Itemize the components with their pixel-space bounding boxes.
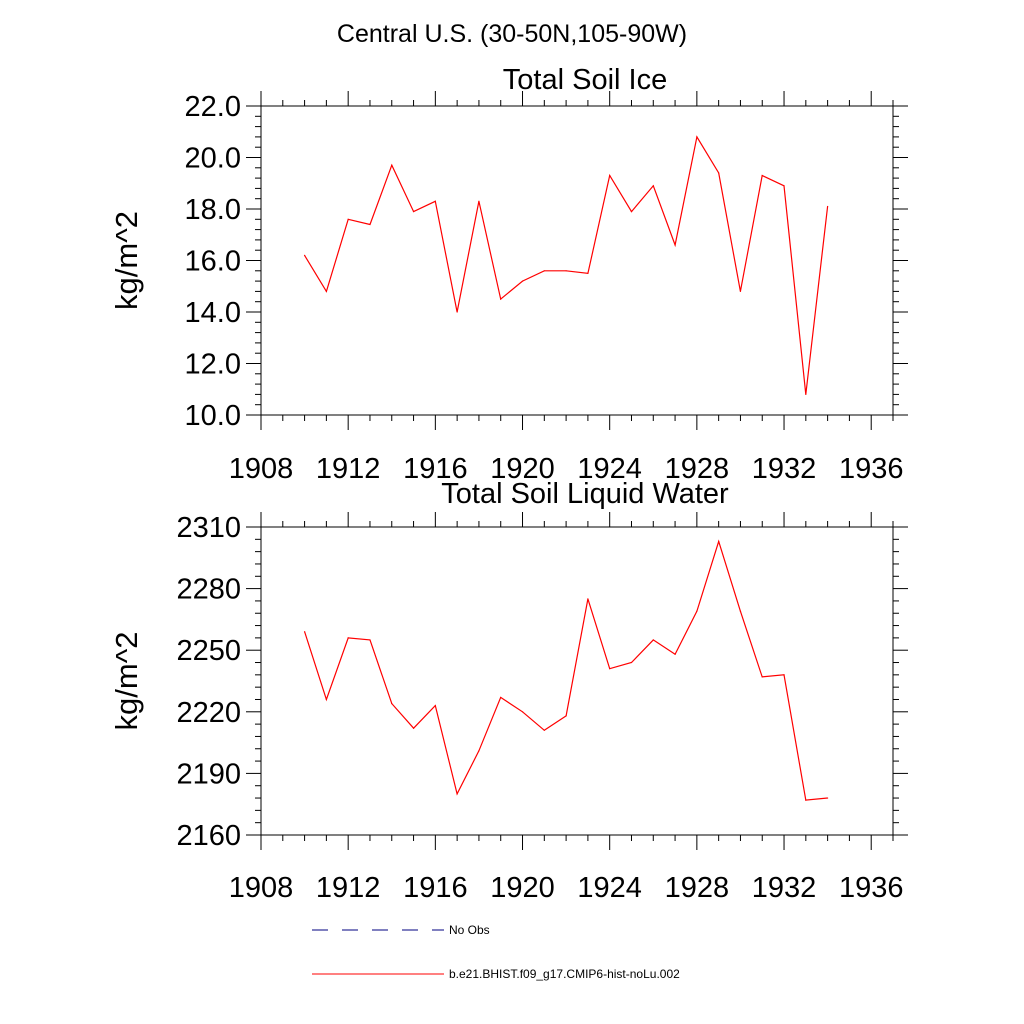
data-point: [609, 174, 611, 177]
x-tick-label: 1912: [316, 872, 381, 904]
data-point: [347, 218, 349, 220]
data-point: [609, 668, 611, 670]
x-tick-label: 1920: [490, 453, 555, 485]
data-point: [412, 727, 415, 729]
data-point: [521, 280, 524, 282]
data-point: [521, 711, 524, 713]
y-tick-label: 14.0: [185, 297, 241, 329]
series-line: [304, 539, 828, 801]
x-tick-label: 1932: [752, 872, 817, 904]
data-point: [456, 311, 458, 313]
data-point: [739, 610, 742, 612]
data-point: [369, 639, 371, 641]
x-tick-label: 1928: [665, 453, 730, 485]
data-point: [761, 676, 763, 678]
data-point: [500, 298, 502, 300]
data-point: [543, 729, 545, 731]
y-tick-label: 20.0: [185, 143, 241, 175]
data-point: [325, 698, 327, 701]
soil-liquid-water-panel: Total Soil Liquid Water 1908 1912 1916 1920 1…: [109, 478, 908, 904]
data-point: [630, 661, 633, 664]
x-tick-label: 1908: [229, 453, 294, 485]
y-tick-label: 16.0: [185, 246, 241, 278]
x-tick-label: 1912: [316, 453, 381, 485]
data-point: [674, 244, 676, 246]
data-point: [303, 254, 306, 256]
data-point: [783, 185, 785, 187]
data-point: [478, 200, 480, 202]
data-point: [587, 272, 589, 274]
x-tick-label: 1936: [839, 872, 904, 904]
data-point: [696, 136, 698, 138]
data-point: [783, 674, 785, 676]
data-point: [478, 750, 480, 752]
y-tick-label: 2160: [176, 820, 241, 852]
x-tick-label: 1908: [229, 872, 294, 904]
y-tick-label: 2220: [176, 697, 241, 729]
x-tick-label: 1916: [403, 872, 468, 904]
data-point: [827, 205, 829, 208]
data-point: [718, 172, 720, 174]
data-point: [630, 210, 633, 213]
data-point: [565, 715, 567, 717]
data-point: [347, 637, 349, 639]
plot-frame: [260, 105, 894, 416]
data-point: [543, 270, 545, 272]
y-tick-label: 2310: [176, 512, 241, 544]
data-point: [456, 793, 458, 795]
data-point: [434, 200, 436, 202]
panel-title: Total Soil Liquid Water: [441, 478, 729, 510]
data-point: [303, 631, 306, 633]
y-axis-label: kg/m^2: [109, 211, 144, 310]
series-line: [304, 135, 829, 395]
data-point: [652, 185, 654, 187]
y-axis-label: kg/m^2: [109, 632, 144, 731]
data-point: [391, 164, 393, 166]
x-tick-label: 1932: [752, 453, 817, 485]
data-point: [674, 653, 676, 655]
legend-no-obs-label: No Obs: [449, 923, 490, 937]
data-point: [805, 393, 807, 395]
data-point: [805, 799, 807, 801]
y-tick-label: 10.0: [185, 400, 241, 432]
y-tick-label: 22.0: [185, 91, 241, 123]
data-point: [739, 290, 742, 292]
data-point: [500, 696, 502, 699]
data-point: [325, 290, 327, 292]
data-point: [434, 705, 436, 707]
data-point: [696, 610, 698, 612]
x-tick-label: 1924: [577, 872, 642, 904]
figure-title: Central U.S. (30-50N,105-90W): [337, 20, 687, 48]
data-point: [587, 598, 589, 600]
x-tick-label: 1928: [665, 872, 730, 904]
data-point: [827, 797, 829, 799]
y-tick-label: 18.0: [185, 194, 241, 226]
plot-frame: [260, 526, 894, 836]
y-tick-label: 2280: [176, 574, 241, 606]
legend-model-label: b.e21.BHIST.f09_g17.CMIP6-hist-noLu.002: [449, 967, 680, 981]
legend: No Obs b.e21.BHIST.f09_g17.CMIP6-hist-no…: [312, 923, 680, 981]
x-tick-label: 1924: [577, 453, 642, 485]
y-tick-label: 2190: [176, 758, 241, 790]
data-point: [718, 540, 720, 542]
data-point: [565, 270, 567, 272]
y-tick-label: 2250: [176, 635, 241, 667]
soil-ice-panel: Total Soil Ice 1908 1912 1916 1920 1924 1928 19…: [109, 64, 908, 485]
data-point: [761, 174, 763, 177]
panel-title: Total Soil Ice: [503, 64, 667, 96]
data-point: [652, 639, 654, 641]
x-tick-label: 1916: [403, 453, 468, 485]
x-tick-label: 1920: [490, 872, 555, 904]
data-point: [391, 702, 393, 705]
x-tick-label: 1936: [839, 453, 904, 485]
data-point: [369, 223, 371, 226]
y-tick-label: 12.0: [185, 349, 241, 381]
data-point: [412, 210, 415, 213]
